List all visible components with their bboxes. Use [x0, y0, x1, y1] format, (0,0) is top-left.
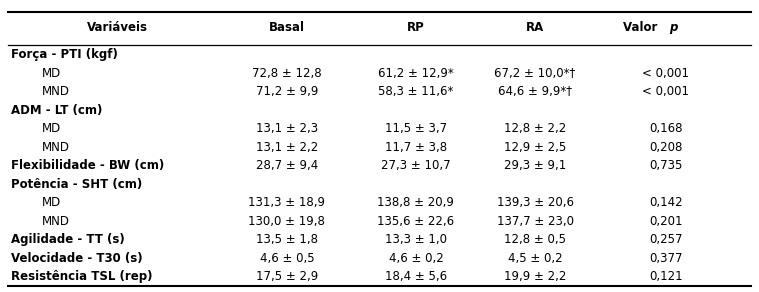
- Text: 139,3 ± 20,6: 139,3 ± 20,6: [496, 196, 574, 209]
- Text: 61,2 ± 12,9*: 61,2 ± 12,9*: [378, 67, 454, 79]
- Text: MD: MD: [42, 122, 61, 135]
- Text: 130,0 ± 19,8: 130,0 ± 19,8: [248, 215, 326, 228]
- Text: 4,6 ± 0,2: 4,6 ± 0,2: [389, 252, 443, 265]
- Text: 17,5 ± 2,9: 17,5 ± 2,9: [256, 270, 318, 284]
- Text: 11,7 ± 3,8: 11,7 ± 3,8: [385, 141, 447, 154]
- Text: MND: MND: [42, 141, 70, 154]
- Text: RA: RA: [526, 21, 544, 34]
- Text: 12,9 ± 2,5: 12,9 ± 2,5: [504, 141, 566, 154]
- Text: RP: RP: [407, 21, 425, 34]
- Text: 0,142: 0,142: [649, 196, 682, 209]
- Text: 12,8 ± 0,5: 12,8 ± 0,5: [504, 233, 566, 246]
- Text: 71,2 ± 9,9: 71,2 ± 9,9: [256, 85, 318, 98]
- Text: 138,8 ± 20,9: 138,8 ± 20,9: [377, 196, 455, 209]
- Text: 0,377: 0,377: [649, 252, 682, 265]
- Text: 0,257: 0,257: [649, 233, 682, 246]
- Text: 64,6 ± 9,9*†: 64,6 ± 9,9*†: [498, 85, 572, 98]
- Text: Resistência TSL (rep): Resistência TSL (rep): [11, 270, 153, 284]
- Text: 135,6 ± 22,6: 135,6 ± 22,6: [377, 215, 455, 228]
- Text: < 0,001: < 0,001: [642, 67, 689, 79]
- Text: 4,6 ± 0,5: 4,6 ± 0,5: [260, 252, 314, 265]
- Text: Basal: Basal: [269, 21, 305, 34]
- Text: 18,4 ± 5,6: 18,4 ± 5,6: [385, 270, 447, 284]
- Text: 13,1 ± 2,2: 13,1 ± 2,2: [256, 141, 318, 154]
- Text: Agilidade - TT (s): Agilidade - TT (s): [11, 233, 125, 246]
- Text: 0,168: 0,168: [649, 122, 682, 135]
- Text: Variáveis: Variáveis: [87, 21, 148, 34]
- Text: 0,735: 0,735: [649, 159, 682, 172]
- Text: Flexibilidade - BW (cm): Flexibilidade - BW (cm): [11, 159, 165, 172]
- Text: 137,7 ± 23,0: 137,7 ± 23,0: [496, 215, 574, 228]
- Text: 58,3 ± 11,6*: 58,3 ± 11,6*: [378, 85, 454, 98]
- Text: 11,5 ± 3,7: 11,5 ± 3,7: [385, 122, 447, 135]
- Text: Potência - SHT (cm): Potência - SHT (cm): [11, 178, 143, 191]
- Text: 0,208: 0,208: [649, 141, 682, 154]
- Text: MND: MND: [42, 85, 70, 98]
- Text: 131,3 ± 18,9: 131,3 ± 18,9: [248, 196, 326, 209]
- Text: MD: MD: [42, 67, 61, 79]
- Text: Velocidade - T30 (s): Velocidade - T30 (s): [11, 252, 143, 265]
- Text: 12,8 ± 2,2: 12,8 ± 2,2: [504, 122, 566, 135]
- Text: 19,9 ± 2,2: 19,9 ± 2,2: [504, 270, 566, 284]
- Text: 13,5 ± 1,8: 13,5 ± 1,8: [256, 233, 318, 246]
- Text: 4,5 ± 0,2: 4,5 ± 0,2: [508, 252, 562, 265]
- Text: 27,3 ± 10,7: 27,3 ± 10,7: [381, 159, 451, 172]
- Text: 67,2 ± 10,0*†: 67,2 ± 10,0*†: [494, 67, 576, 79]
- Text: 0,121: 0,121: [649, 270, 682, 284]
- Text: p: p: [669, 21, 677, 34]
- Text: ADM - LT (cm): ADM - LT (cm): [11, 104, 102, 117]
- Text: 13,3 ± 1,0: 13,3 ± 1,0: [385, 233, 447, 246]
- Text: Força - PTI (kgf): Força - PTI (kgf): [11, 48, 118, 61]
- Text: 0,201: 0,201: [649, 215, 682, 228]
- Text: MD: MD: [42, 196, 61, 209]
- Text: 13,1 ± 2,3: 13,1 ± 2,3: [256, 122, 318, 135]
- Text: Valor: Valor: [623, 21, 662, 34]
- Text: < 0,001: < 0,001: [642, 85, 689, 98]
- Text: 72,8 ± 12,8: 72,8 ± 12,8: [252, 67, 322, 79]
- Text: MND: MND: [42, 215, 70, 228]
- Text: 28,7 ± 9,4: 28,7 ± 9,4: [256, 159, 318, 172]
- Text: 29,3 ± 9,1: 29,3 ± 9,1: [504, 159, 566, 172]
